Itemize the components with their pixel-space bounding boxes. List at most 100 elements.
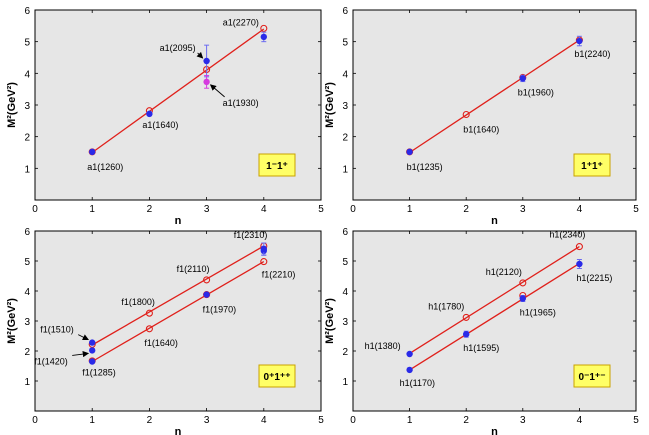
experimental-point [406, 350, 413, 358]
point-label: h1(2215) [576, 273, 612, 283]
regge-fit-line [91, 28, 265, 154]
experimental-point [146, 110, 153, 118]
regge-fit-line [409, 262, 580, 371]
y-tick-label: 6 [342, 6, 348, 17]
point-label: a1(2270) [223, 17, 259, 27]
x-tick-label: 2 [147, 204, 153, 215]
y-tick-label: 4 [342, 69, 348, 80]
chart-panel-3: 0 1 2 3 4 5 1 2 3 4 5 6 n M²(GeV²) f1(1510) f1(1420) f1(… [6, 227, 324, 435]
chart-panel-1: 0 1 2 3 4 5 1 2 3 4 5 6 n M²(GeV²) a1(1260) a1(1640) a1(… [6, 6, 324, 227]
point-label: f1(2210) [262, 270, 296, 280]
quantum-number-label: 1⁺1⁺ [581, 161, 603, 172]
regge-fit-line [409, 246, 580, 354]
predicted-point [145, 325, 153, 333]
y-tick-label: 4 [24, 287, 30, 298]
x-tick-label: 3 [204, 204, 210, 215]
point-label: h1(2120) [486, 267, 522, 277]
chart-panel-4: 0 1 2 3 4 5 1 2 3 4 5 6 n M²(GeV²) h1(1380) h1(1170) h1(… [324, 227, 639, 435]
x-axis-label: n [175, 426, 182, 435]
y-tick-label: 2 [24, 133, 30, 144]
quantum-number-badge [573, 364, 611, 388]
x-axis-label: n [175, 215, 182, 227]
point-label: h1(1780) [428, 301, 464, 311]
y-tick-label: 3 [342, 101, 348, 112]
predicted-point [462, 313, 470, 321]
y-tick-label: 1 [24, 164, 30, 175]
point-label: f1(1420) [34, 356, 68, 366]
y-tick-label: 6 [24, 6, 30, 17]
y-tick-label: 5 [342, 257, 348, 268]
experimental-point [203, 291, 210, 298]
experimental-point [463, 331, 470, 338]
x-tick-label: 1 [407, 415, 413, 426]
predicted-point [145, 309, 153, 317]
y-tick-label: 4 [24, 69, 30, 80]
point-label: a1(1930) [223, 98, 259, 108]
chart-panel-2: 0 1 2 3 4 5 1 2 3 4 5 6 n M²(GeV²) b1(1235) b1(1640) b1(… [324, 6, 639, 227]
y-tick-label: 1 [24, 377, 30, 388]
point-label: h1(1170) [400, 378, 435, 388]
quantum-number-label: 0⁻1⁺⁻ [579, 372, 606, 383]
quantum-number-badge [258, 153, 296, 177]
y-axis-label: M²(GeV²) [324, 298, 336, 344]
x-tick-label: 1 [407, 204, 413, 215]
x-tick-label: 0 [32, 415, 38, 426]
x-tick-label: 0 [350, 204, 356, 215]
point-label: a1(1260) [87, 162, 123, 172]
point-label: f1(1800) [121, 297, 155, 307]
point-label: b1(1960) [518, 87, 554, 97]
point-label: h1(2340) [549, 230, 585, 240]
x-axis-label: n [491, 215, 498, 227]
x-tick-label: 0 [350, 415, 356, 426]
experimental-point [89, 347, 96, 354]
y-tick-label: 3 [342, 317, 348, 328]
point-label: b1(1640) [463, 125, 499, 135]
y-tick-label: 3 [24, 101, 30, 112]
label-arrow [209, 84, 225, 98]
experimental-point [260, 245, 267, 253]
experimental-point [203, 57, 210, 65]
point-label: f1(2110) [177, 264, 210, 274]
experimental-point [260, 33, 267, 41]
predicted-point [575, 243, 583, 251]
predicted-point [462, 110, 470, 119]
point-label: b1(1235) [407, 162, 443, 172]
experimental-point [519, 75, 526, 82]
y-tick-label: 5 [342, 38, 348, 49]
x-tick-label: 2 [147, 415, 153, 426]
point-label: h1(1595) [463, 343, 499, 353]
y-tick-label: 6 [342, 227, 348, 238]
regge-fit-line [409, 39, 580, 154]
point-label: h1(1965) [520, 308, 556, 318]
y-tick-label: 5 [24, 257, 30, 268]
x-tick-label: 5 [318, 415, 324, 426]
x-tick-label: 2 [463, 415, 469, 426]
predicted-point [260, 24, 268, 32]
quantum-number-badge [573, 153, 611, 177]
point-label: f1(1970) [203, 305, 237, 315]
experimental-point [89, 339, 96, 346]
y-axis-label: M²(GeV²) [6, 298, 18, 344]
y-tick-label: 1 [342, 164, 348, 175]
x-tick-label: 5 [633, 204, 639, 215]
predicted-point [260, 258, 268, 266]
y-tick-label: 2 [342, 133, 348, 144]
experimental-point [406, 148, 413, 156]
x-axis-label: n [491, 426, 498, 435]
x-tick-label: 5 [318, 204, 324, 215]
y-axis-label: M²(GeV²) [6, 82, 18, 128]
predicted-point [519, 279, 527, 287]
experimental-point [406, 366, 413, 374]
x-tick-label: 4 [261, 204, 267, 215]
extra-point [203, 78, 210, 86]
experimental-point [576, 37, 583, 45]
regge-fit-line [91, 261, 265, 363]
point-label: f1(1285) [82, 368, 116, 378]
x-tick-label: 4 [261, 415, 267, 426]
point-label: h1(1380) [365, 341, 401, 351]
x-tick-label: 1 [89, 415, 95, 426]
predicted-point [203, 276, 211, 284]
experimental-point [89, 358, 96, 365]
x-tick-label: 4 [577, 204, 583, 215]
